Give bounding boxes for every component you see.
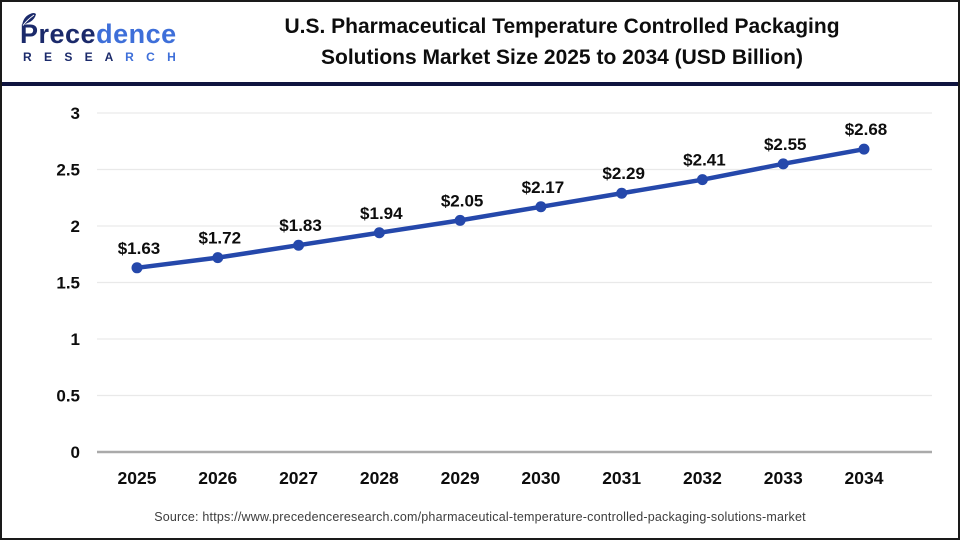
chart-title-line1: U.S. Pharmaceutical Temperature Controll… — [284, 15, 840, 38]
data-point — [858, 143, 870, 155]
data-point-label: $2.55 — [764, 135, 807, 154]
data-point — [212, 252, 224, 264]
y-tick-label: 0 — [71, 443, 80, 462]
x-tick-label: 2028 — [360, 468, 399, 488]
data-point — [454, 214, 466, 226]
x-tick-label: 2027 — [279, 468, 318, 488]
footer: Source: https://www.precedenceresearch.c… — [2, 510, 958, 538]
x-tick-label: 2032 — [683, 468, 722, 488]
x-tick-label: 2030 — [521, 468, 560, 488]
trend-line — [134, 146, 867, 271]
data-point — [131, 262, 143, 274]
x-tick-label: 2025 — [118, 468, 157, 488]
logo-subtitle-part2: R C H — [117, 50, 181, 65]
y-tick-label: 3 — [71, 104, 80, 123]
source-text: Source: https://www.precedenceresearch.c… — [154, 510, 806, 524]
x-tick-label: 2029 — [441, 468, 480, 488]
logo-wordmark: Precedence — [20, 20, 190, 48]
x-tick-label: 2034 — [845, 468, 884, 488]
y-tick-label: 1 — [71, 330, 80, 349]
data-point — [696, 174, 708, 186]
y-tick-label: 0.5 — [56, 387, 80, 406]
data-point — [777, 158, 789, 170]
data-point-label: $2.41 — [683, 151, 726, 170]
logo-text-part1: Prece — [20, 18, 97, 49]
data-point-label: $2.05 — [441, 191, 484, 210]
precedence-research-logo: Precedence R E S E A R C H — [20, 12, 190, 64]
header-divider — [2, 82, 958, 86]
logo-subtitle: R E S E A R C H — [20, 50, 190, 64]
chart-title: U.S. Pharmaceutical Temperature Controll… — [190, 11, 940, 73]
x-tick-label: 2026 — [198, 468, 237, 488]
data-point — [535, 201, 547, 213]
data-point-label: $2.17 — [522, 178, 565, 197]
data-point — [616, 187, 628, 199]
chart-canvas: 0 0.5 1 1.5 2 2.5 3 2025 2026 2027 2028 2029 2030 203… — [56, 104, 932, 488]
x-tick-label: 2033 — [764, 468, 803, 488]
header: Precedence R E S E A R C H U.S. Pharmace… — [2, 2, 958, 82]
data-point-label: $1.63 — [118, 239, 161, 258]
y-tick-label: 2.5 — [56, 161, 80, 180]
data-point — [293, 239, 305, 251]
logo-subtitle-part1: R E S E A — [23, 50, 118, 65]
data-point-label: $1.72 — [199, 229, 242, 248]
y-tick-label: 2 — [71, 217, 80, 236]
data-point-label: $2.68 — [845, 120, 888, 139]
logo-text-part2: dence — [96, 18, 177, 49]
data-point-label: $2.29 — [602, 164, 645, 183]
line-chart: 0 0.5 1 1.5 2 2.5 3 2025 2026 2027 2028 2029 2030 203… — [2, 86, 958, 510]
data-point — [373, 227, 385, 239]
data-point-label: $1.83 — [279, 216, 322, 235]
chart-title-line2: Solutions Market Size 2025 to 2034 (USD … — [321, 46, 803, 69]
data-point-label: $1.94 — [360, 204, 403, 223]
x-tick-label: 2031 — [602, 468, 641, 488]
y-tick-label: 1.5 — [56, 274, 80, 293]
